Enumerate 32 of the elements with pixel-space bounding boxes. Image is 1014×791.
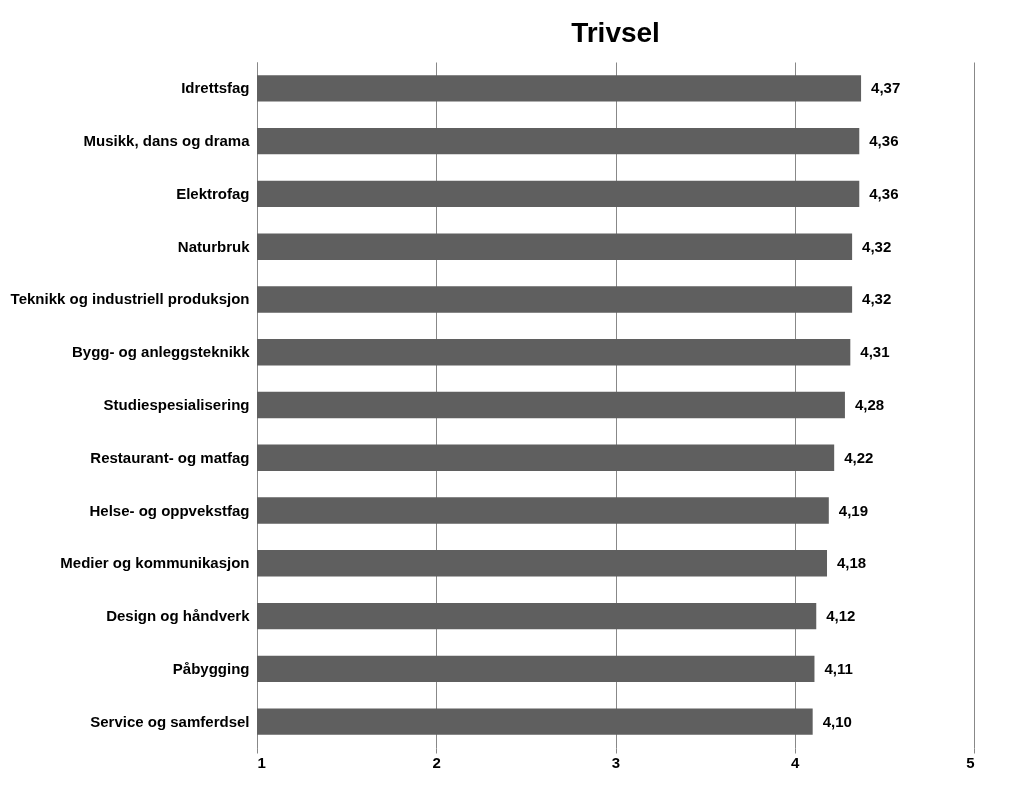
y-tick-label: Teknikk og industriell produksjon — [10, 290, 250, 308]
x-tick-label: 3 — [611, 753, 621, 771]
x-tick-label: 4 — [791, 753, 801, 771]
y-tick-label: Restaurant- og matfag — [90, 448, 250, 466]
y-tick-label: Studiespesialisering — [103, 396, 250, 413]
data-label: 4,32 — [862, 237, 892, 255]
y-tick-label: Bygg- og anleggsteknikk — [71, 343, 251, 361]
y-tick-label: Medier og kommunikasjon — [60, 554, 250, 572]
data-label: 4,36 — [869, 184, 899, 202]
data-label: 4,19 — [838, 501, 869, 519]
y-tick-label: Idrettsfag — [181, 79, 250, 97]
data-label: 4,28 — [854, 396, 885, 413]
data-label: 4,36 — [869, 132, 899, 150]
x-tick-label: 5 — [966, 753, 975, 771]
data-label: 4,32 — [862, 290, 892, 308]
chart-title: Trivsel — [571, 17, 660, 48]
data-label: 4,22 — [844, 448, 874, 466]
x-tick-label: 2 — [432, 753, 441, 771]
data-label: 4,10 — [822, 712, 852, 730]
y-tick-label: Naturbruk — [177, 237, 251, 255]
data-label: 4,18 — [837, 554, 867, 572]
x-tick-label: 1 — [257, 753, 266, 771]
y-tick-label: Musikk, dans og drama — [83, 132, 251, 150]
y-tick-label: Elektrofag — [176, 184, 250, 202]
data-label: 4,31 — [860, 343, 890, 361]
y-tick-label: Påbygging — [172, 659, 250, 677]
data-label: 4,37 — [871, 79, 901, 97]
y-tick-label: Service og samferdsel — [90, 712, 250, 730]
y-tick-label: Design og håndverk — [106, 607, 251, 625]
data-label: 4,12 — [826, 607, 856, 625]
data-label: 4,11 — [824, 659, 853, 677]
y-tick-label: Helse- og oppvekstfag — [89, 501, 250, 519]
